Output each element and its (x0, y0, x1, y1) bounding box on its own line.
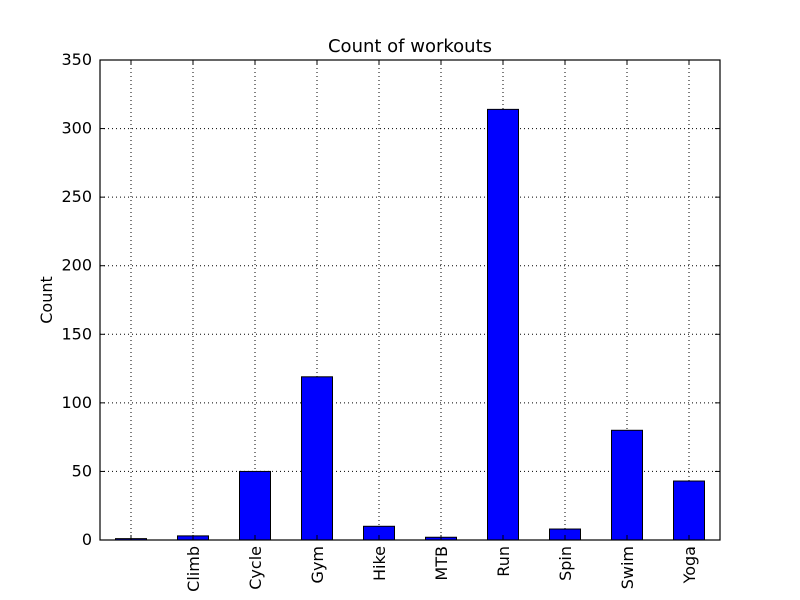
grid-lines (100, 60, 720, 540)
y-tick-label: 50 (72, 461, 92, 480)
x-tick-label: Spin (556, 546, 575, 581)
y-tick-label: 250 (61, 187, 92, 206)
x-tick-label: Swim (618, 546, 637, 589)
y-tick-label: 350 (61, 50, 92, 69)
x-tick-label: Hike (370, 546, 389, 581)
bar-series (115, 108, 705, 541)
bar-run (487, 108, 519, 541)
x-tick-label: Climb (184, 546, 203, 592)
y-tick-label: 0 (82, 530, 92, 549)
y-tick-label: 100 (61, 393, 92, 412)
y-tick-label: 150 (61, 324, 92, 343)
bar-gym (301, 376, 333, 541)
y-axis-ticks: 0 50 100 150 200 250 300 350 (61, 50, 720, 549)
x-tick-label: Cycle (246, 546, 265, 590)
x-tick-label: Yoga (680, 546, 699, 584)
chart-title: Count of workouts (328, 36, 492, 57)
y-axis-label: Count (37, 276, 56, 324)
x-tick-label: MTB (432, 546, 451, 581)
bar-cycle (239, 470, 271, 541)
y-tick-label: 300 (61, 119, 92, 138)
x-axis-ticks: Climb Cycle Gym Hike MTB Run Spin Swim Yoga (130, 60, 699, 592)
x-tick-label: Gym (308, 546, 327, 583)
y-tick-label: 200 (61, 256, 92, 275)
bar-swim (611, 429, 643, 541)
x-tick-label: Run (494, 546, 513, 577)
bar-yoga (673, 480, 705, 541)
plot-frame (99, 59, 721, 541)
